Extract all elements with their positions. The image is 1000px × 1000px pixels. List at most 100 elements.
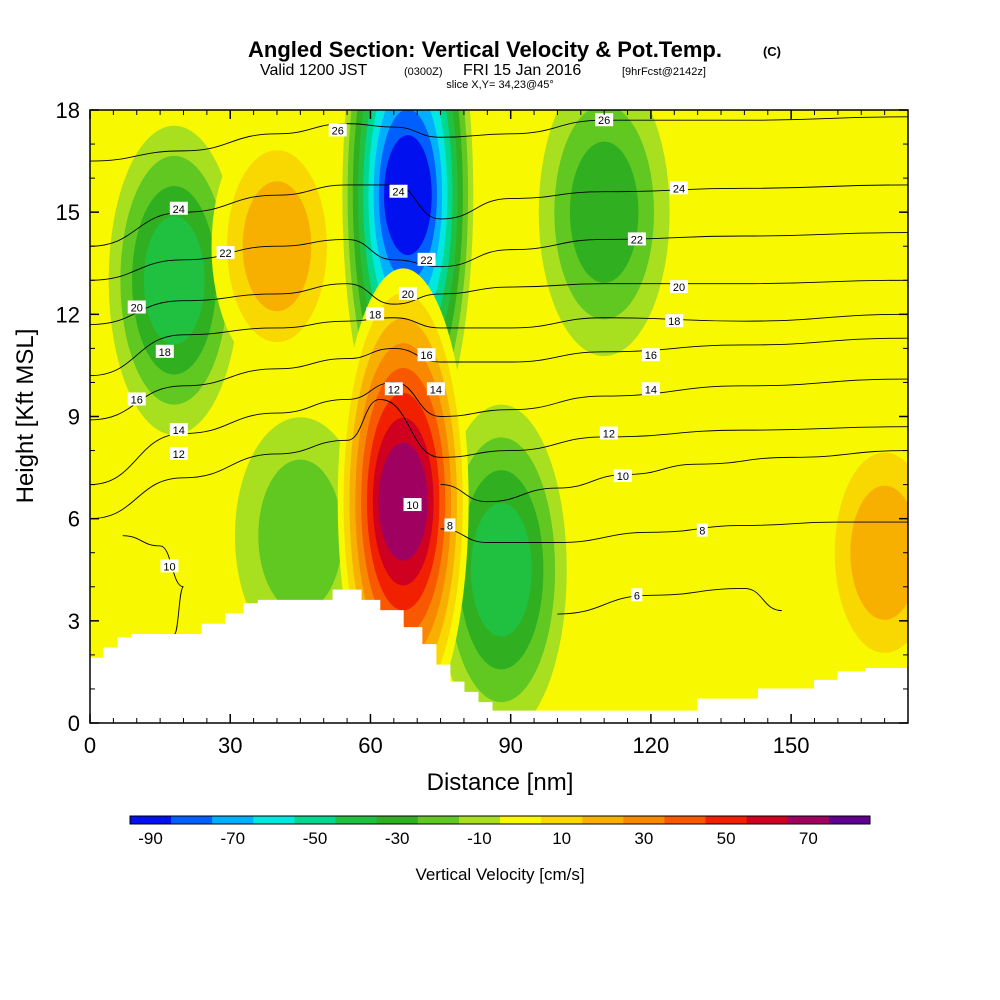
subtitle-forecast: [9hrFcst@2142z] [622,66,706,78]
svg-text:18: 18 [159,347,171,359]
colorbar-swatch [171,816,213,824]
colorbar-swatch [458,816,501,824]
title-unit: (C) [763,44,781,59]
svg-text:18: 18 [369,309,381,321]
svg-text:20: 20 [673,282,685,294]
isentrope-26 [90,116,908,162]
svg-text:12: 12 [388,384,400,396]
svg-text:12: 12 [173,449,185,461]
svg-text:24: 24 [173,204,185,216]
svg-text:16: 16 [131,394,143,406]
colorbar-tick-label: 50 [717,829,736,848]
contour-label: 26 [328,123,347,137]
svg-text:14: 14 [430,384,442,396]
contour-label: 24 [169,201,188,216]
svg-text:24: 24 [392,187,404,199]
contour-label: 6 [631,588,643,602]
svg-text:12: 12 [603,429,615,441]
downdraft-region [538,110,670,357]
colorbar-tick-label: -90 [138,829,163,848]
colorbar-swatch [130,816,172,824]
colorbar-swatch [705,816,748,824]
isentrope-14 [90,378,908,486]
colorbar-swatch [787,816,830,824]
x-tick-label: 0 [84,733,96,758]
svg-text:14: 14 [173,425,185,437]
contour-label: 18 [366,307,385,321]
y-tick-label: 15 [56,200,80,225]
colorbar-tick-label: -30 [385,829,410,848]
svg-text:24: 24 [673,183,685,195]
colorbar-swatch [828,816,871,824]
y-tick-label: 0 [68,711,80,736]
svg-text:8: 8 [699,526,705,538]
contour-label: 14 [169,423,188,437]
downdraft-region [108,125,240,435]
subtitle-date: FRI 15 Jan 2016 [463,62,581,79]
svg-text:20: 20 [131,303,143,315]
x-tick-label: 60 [358,733,382,758]
contour-label: 16 [127,392,146,406]
colorbar-swatch [253,816,295,824]
y-tick-label: 18 [56,98,80,123]
svg-text:20: 20 [402,289,414,301]
colorbar-tick-label: 30 [634,829,653,848]
contour-label: 24 [669,181,688,195]
colorbar: -90 -70 -50 -30 -10 10 30 50 70 [129,815,871,848]
svg-text:10: 10 [617,471,629,483]
isentrope-12 [90,399,908,520]
contour-label: 10 [160,559,179,573]
colorbar-tick-label: 10 [552,829,571,848]
svg-text:22: 22 [219,248,231,260]
colorbar-swatch [664,816,707,824]
isentrope-20 [90,279,908,325]
colorbar-title: Vertical Velocity [cm/s] [415,865,584,884]
colorbar-swatch [376,816,419,824]
subtitle-valid: Valid 1200 JST [260,62,368,79]
isentrope-6 [557,588,782,615]
contour-label: 8 [696,523,708,538]
slice-label: slice X,Y= 34,23@45° [446,79,554,91]
contour-label: 22 [417,252,436,267]
contour-label: 22 [216,246,235,260]
svg-text:26: 26 [332,125,344,137]
svg-text:26: 26 [598,115,610,127]
contour-label: 12 [169,446,188,461]
downdraft-region [435,404,567,723]
svg-text:22: 22 [420,255,432,267]
contour-label: 12 [599,426,618,441]
contour-label: 24 [389,184,408,199]
isentrope-8 [440,521,908,543]
isentrope-18 [90,313,908,377]
svg-text:22: 22 [631,234,643,246]
terrain [89,589,909,724]
x-tick-label: 90 [498,733,522,758]
y-axis-label: Height [Kft MSL] [12,329,39,504]
contour-label: 18 [665,314,684,328]
updraft-region [819,419,908,686]
colorbar-swatch [335,816,378,824]
contour-label: 14 [426,382,445,396]
contour-label: 20 [398,286,417,301]
svg-text:14: 14 [645,384,657,396]
x-tick-label: 150 [773,733,810,758]
contour-label: 8 [444,518,456,532]
svg-text:16: 16 [420,350,432,362]
contour-label: 14 [641,382,660,396]
contour-label: 20 [127,300,146,315]
colorbar-swatch [500,816,542,824]
y-tick-label: 12 [56,302,80,327]
isentrope-10 [440,450,908,503]
contour-labels: 6 8 10 12 14 16 18 20 22 24 26 10 24 22 20 18 16 14 12 26 24… [127,113,708,602]
colorbar-swatch [212,816,254,824]
colorbar-tick-label: 70 [799,829,818,848]
y-tick-label: 9 [68,405,80,430]
svg-text:8: 8 [447,520,453,532]
contour-label: 10 [613,469,632,483]
contour-label: 22 [627,232,646,246]
colorbar-swatch [623,816,665,824]
contour-label: 10 [403,498,422,512]
contour-label: 18 [155,344,174,359]
colorbar-tick-label: -10 [467,829,492,848]
colorbar-swatch [541,816,583,824]
